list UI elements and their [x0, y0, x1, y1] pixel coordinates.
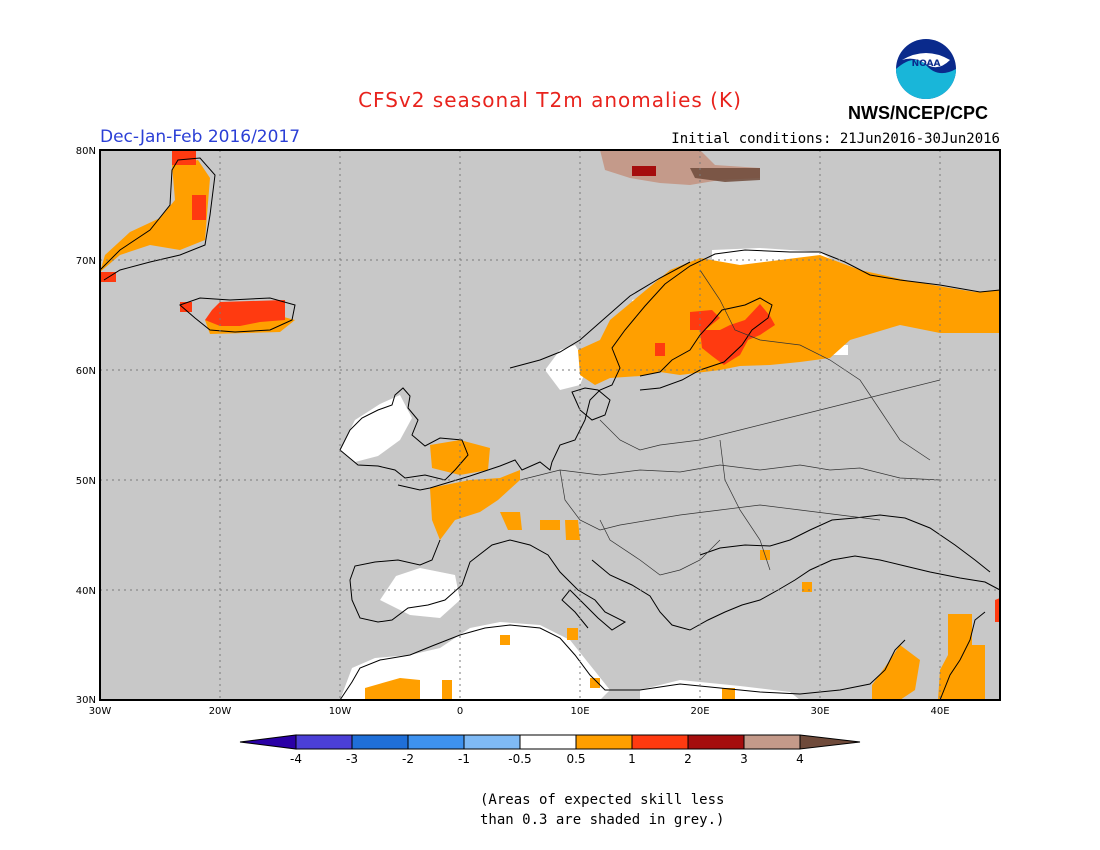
season-label: Dec-Jan-Feb 2016/2017 — [100, 127, 301, 147]
logo-text: NOAA — [912, 59, 941, 69]
chart-title: CFSv2 seasonal T2m anomalies (K) — [358, 88, 742, 112]
colorbar-box — [463, 734, 521, 750]
svalbard-patches — [600, 150, 760, 185]
colorbar-arrow-high — [799, 734, 861, 750]
red-patches — [100, 150, 775, 365]
lat-tick: 30N — [76, 695, 96, 706]
colorbar-box — [743, 734, 801, 750]
lat-ticks: 80N 70N 60N 50N 40N 30N — [76, 146, 96, 706]
lon-tick: 10E — [570, 706, 589, 717]
lon-ticks: 30W 20W 10W 0 10E 20E 30E 40E — [89, 706, 950, 717]
colorbar-label: -1 — [458, 752, 470, 766]
colorbar-box — [519, 734, 577, 750]
colorbar: -4 -3 -2 -1 -0.5 0.5 1 2 3 4 — [239, 734, 861, 766]
colorbar-box — [575, 734, 633, 750]
lon-tick: 30W — [89, 706, 112, 717]
colorbar-box — [687, 734, 745, 750]
lon-tick: 20E — [690, 706, 709, 717]
colorbar-box — [407, 734, 465, 750]
lat-tick: 70N — [76, 256, 96, 267]
lon-tick: 40E — [930, 706, 949, 717]
colorbar-label: -3 — [346, 752, 358, 766]
skill-note-line2: than 0.3 are shaded in grey.) — [480, 812, 725, 828]
colorbar-label: 2 — [684, 752, 692, 766]
map-background — [100, 150, 1000, 700]
colorbar-label: -0.5 — [508, 752, 531, 766]
colorbar-box — [351, 734, 409, 750]
coastlines — [99, 157, 1001, 701]
lon-tick: 20W — [209, 706, 232, 717]
lat-tick: 60N — [76, 366, 96, 377]
lon-tick: 0 — [457, 706, 463, 717]
lon-tick: 10W — [329, 706, 352, 717]
skill-note-line1: (Areas of expected skill less — [480, 792, 725, 808]
map-area: 80N 70N 60N 50N 40N 30N 30W 20W 10W 0 10… — [76, 146, 1001, 717]
lat-tick: 50N — [76, 476, 96, 487]
organization-label: NWS/NCEP/CPC — [848, 103, 989, 123]
graticule — [100, 150, 1000, 700]
colorbar-arrow-low — [239, 734, 297, 750]
initial-conditions: Initial conditions: 21Jun2016-30Jun2016 — [671, 131, 1000, 147]
colorbar-label: 3 — [740, 752, 748, 766]
colorbar-label: -4 — [290, 752, 302, 766]
colorbar-box — [295, 734, 353, 750]
colorbar-label: 4 — [796, 752, 804, 766]
noaa-logo: NOAA — [896, 39, 956, 99]
skill-note: (Areas of expected skill less than 0.3 a… — [480, 790, 724, 830]
colorbar-label: -2 — [402, 752, 414, 766]
lat-tick: 40N — [76, 586, 96, 597]
colorbar-label: 0.5 — [566, 752, 585, 766]
colorbar-box — [631, 734, 689, 750]
map-frame — [99, 149, 1001, 701]
lat-tick: 80N — [76, 146, 96, 157]
orange-patches — [100, 160, 1000, 700]
colorbar-label: 1 — [628, 752, 636, 766]
country-borders — [519, 269, 941, 576]
lon-tick: 30E — [810, 706, 829, 717]
